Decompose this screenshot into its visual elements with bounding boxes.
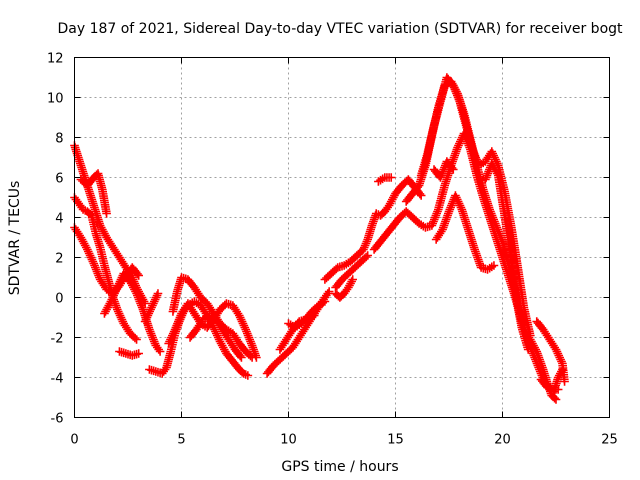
data-point-plus-marker: [102, 209, 111, 218]
series-arc-9: [164, 299, 261, 362]
data-point-plus-marker: [560, 377, 569, 386]
y-tick-label: 10: [47, 92, 64, 107]
data-point-plus-marker: [348, 275, 357, 284]
series-arc-11: [185, 311, 246, 362]
x-tick-label: 15: [387, 433, 404, 448]
data-point-plus-marker: [153, 289, 163, 298]
series-arc-6: [115, 347, 143, 360]
series-arc-19: [374, 173, 396, 186]
series-arc-17: [331, 275, 357, 302]
data-point-plus-marker: [132, 335, 141, 344]
series-arc-23: [431, 191, 499, 274]
data-point-plus-marker: [324, 287, 334, 296]
data-point-plus-marker: [416, 191, 426, 200]
series-arc-15: [320, 175, 426, 284]
data-point-plus-marker: [134, 271, 143, 280]
y-tick-label: -4: [51, 372, 64, 387]
data-point-plus-marker: [243, 371, 253, 380]
y-tick-label: -6: [51, 412, 64, 427]
series-arc-7: [140, 289, 163, 326]
data-point-plus-marker: [155, 347, 165, 356]
x-tick-label: 0: [70, 433, 78, 448]
data-point-plus-marker: [309, 311, 319, 320]
grid: [74, 57, 610, 418]
y-tick-label: -2: [51, 332, 64, 347]
y-tick-label: 6: [55, 172, 63, 187]
data-point-plus-marker: [134, 349, 143, 358]
x-tick-label: 20: [494, 433, 511, 448]
y-axis-label: SDTVAR / TECUs: [7, 181, 23, 296]
series-arc-24: [481, 159, 561, 404]
series-arc-5: [100, 269, 165, 356]
x-axis-label: GPS time / hours: [281, 459, 398, 475]
series-arc-14: [284, 311, 319, 332]
data-point-plus-marker: [237, 353, 246, 362]
y-tick-label: 4: [55, 212, 63, 227]
data-point-plus-marker: [247, 353, 257, 362]
data-points: [70, 73, 569, 404]
y-tick-label: 12: [47, 52, 64, 67]
y-tick-label: 2: [55, 252, 63, 267]
x-tick-label: 25: [601, 433, 618, 448]
data-point-plus-marker: [320, 297, 330, 306]
data-point-plus-marker: [551, 395, 561, 404]
series-arc-18: [369, 129, 563, 394]
data-point-plus-marker: [558, 365, 567, 374]
data-point-plus-marker: [363, 251, 372, 260]
data-point-plus-marker: [448, 165, 458, 174]
x-tick-label: 10: [280, 433, 297, 448]
axis-ticks: 0 5 10 15 20 25 -6 -4 -2 0 2 4 6 8 10 12: [47, 52, 618, 448]
y-tick-label: 8: [55, 132, 63, 147]
y-tick-label: 0: [55, 292, 63, 307]
data-point-plus-marker: [550, 393, 559, 403]
data-point-plus-marker: [523, 345, 533, 354]
plot-frame: [74, 57, 610, 418]
data-point-plus-marker: [489, 261, 499, 270]
data-point-plus-marker: [386, 173, 396, 182]
chart-title: Day 187 of 2021, Sidereal Day-to-day VTE…: [57, 21, 623, 37]
series-arc-4: [76, 169, 111, 218]
series-arc-2: [70, 193, 141, 344]
series-arc-26: [536, 365, 567, 396]
x-tick-label: 5: [177, 433, 185, 448]
series-arc-22: [429, 157, 458, 182]
